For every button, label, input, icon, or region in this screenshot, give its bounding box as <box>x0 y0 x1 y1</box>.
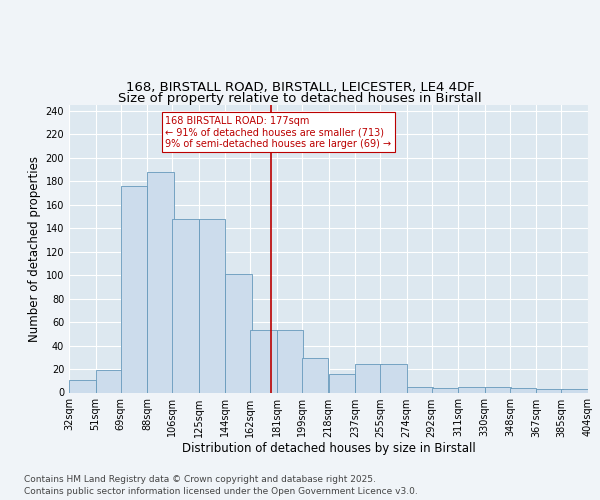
Bar <box>432 388 458 392</box>
Bar <box>199 219 225 392</box>
Bar <box>277 330 304 392</box>
Bar <box>69 380 95 392</box>
Text: Size of property relative to detached houses in Birstall: Size of property relative to detached ho… <box>118 92 482 105</box>
Bar <box>355 364 382 392</box>
Bar <box>95 370 122 392</box>
Bar <box>225 274 252 392</box>
Bar <box>458 386 485 392</box>
Bar <box>302 358 328 392</box>
Text: Contains HM Land Registry data © Crown copyright and database right 2025.
Contai: Contains HM Land Registry data © Crown c… <box>24 475 418 496</box>
Bar <box>172 219 199 392</box>
Bar <box>485 386 511 392</box>
Bar <box>121 186 147 392</box>
Text: 168, BIRSTALL ROAD, BIRSTALL, LEICESTER, LE4 4DF: 168, BIRSTALL ROAD, BIRSTALL, LEICESTER,… <box>125 81 475 94</box>
Y-axis label: Number of detached properties: Number of detached properties <box>28 156 41 342</box>
Bar <box>510 388 536 392</box>
X-axis label: Distribution of detached houses by size in Birstall: Distribution of detached houses by size … <box>182 442 475 456</box>
Bar <box>380 364 407 392</box>
Bar <box>329 374 355 392</box>
Bar <box>147 172 173 392</box>
Bar <box>536 389 563 392</box>
Bar <box>562 389 588 392</box>
Text: 168 BIRSTALL ROAD: 177sqm
← 91% of detached houses are smaller (713)
9% of semi-: 168 BIRSTALL ROAD: 177sqm ← 91% of detac… <box>165 116 391 149</box>
Bar <box>407 386 433 392</box>
Bar <box>250 330 277 392</box>
